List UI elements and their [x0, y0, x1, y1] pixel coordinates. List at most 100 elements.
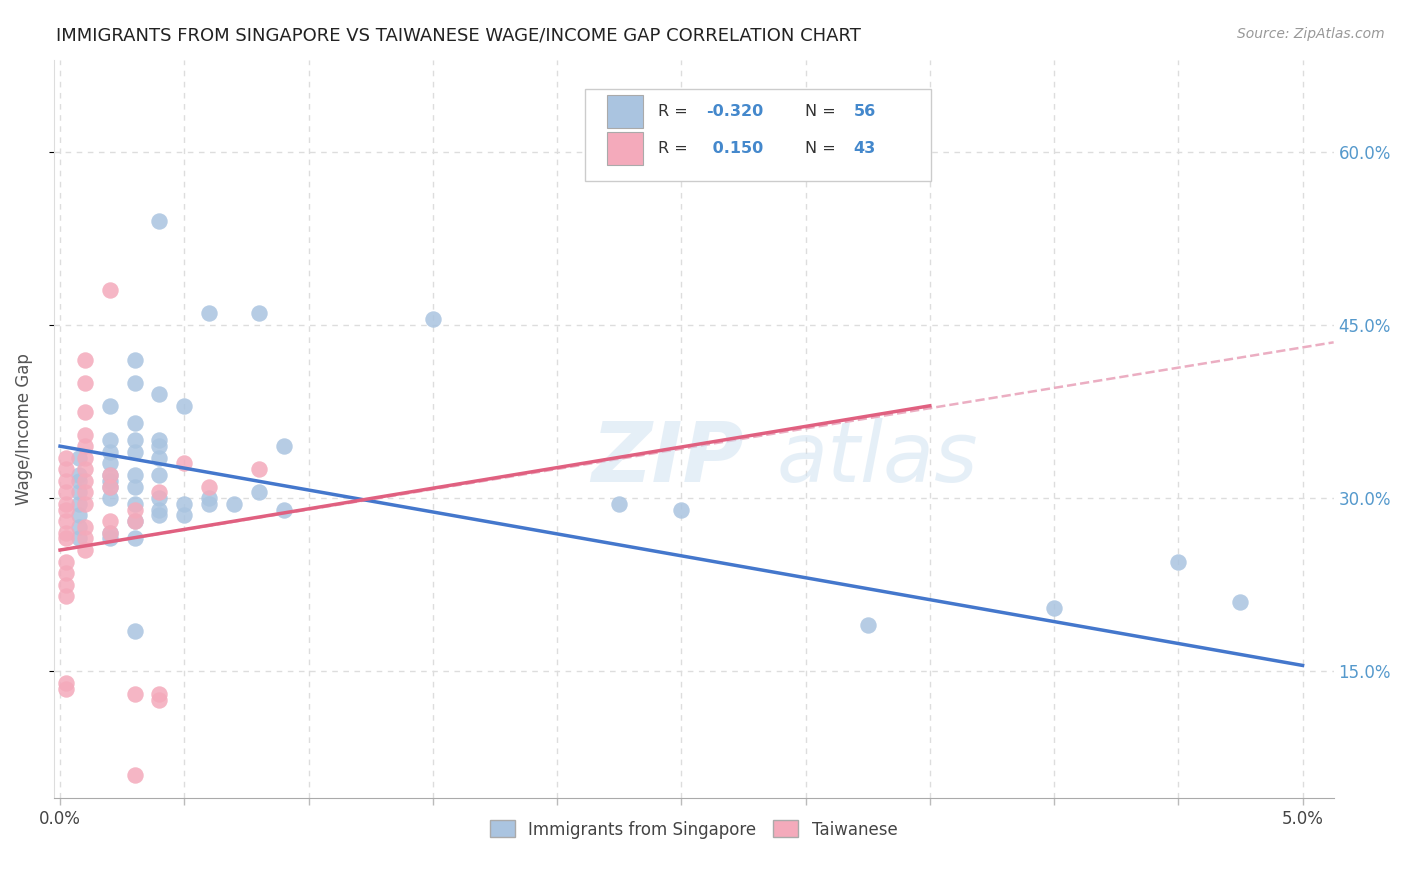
Point — [173, 497, 195, 511]
Point — [148, 502, 170, 516]
Point — [173, 508, 195, 523]
Text: 43: 43 — [853, 141, 876, 156]
Point — [148, 693, 170, 707]
Text: 56: 56 — [853, 103, 876, 119]
Point — [73, 543, 96, 558]
Point — [67, 497, 90, 511]
Point — [124, 532, 146, 546]
Text: N =: N = — [806, 141, 841, 156]
Y-axis label: Wage/Income Gap: Wage/Income Gap — [15, 353, 32, 505]
Point — [124, 352, 146, 367]
FancyBboxPatch shape — [585, 89, 931, 181]
Point — [67, 450, 90, 465]
Point — [73, 532, 96, 546]
Point — [247, 306, 270, 320]
Point — [55, 497, 77, 511]
Text: atlas: atlas — [778, 418, 979, 499]
Point — [222, 497, 245, 511]
Point — [55, 681, 77, 696]
Point — [148, 687, 170, 701]
Point — [124, 376, 146, 390]
Point — [73, 439, 96, 453]
Point — [67, 468, 90, 483]
Legend: Immigrants from Singapore, Taiwanese: Immigrants from Singapore, Taiwanese — [484, 814, 904, 846]
Point — [73, 450, 96, 465]
Point — [98, 468, 121, 483]
Point — [1167, 555, 1189, 569]
Point — [198, 497, 221, 511]
Point — [148, 485, 170, 500]
Point — [73, 462, 96, 476]
Point — [55, 474, 77, 488]
Point — [1229, 595, 1251, 609]
Text: N =: N = — [806, 103, 841, 119]
Point — [148, 214, 170, 228]
Point — [67, 485, 90, 500]
Point — [98, 532, 121, 546]
Point — [148, 434, 170, 448]
Point — [148, 439, 170, 453]
Point — [73, 497, 96, 511]
Point — [173, 399, 195, 413]
Point — [73, 352, 96, 367]
Point — [73, 485, 96, 500]
Point — [73, 404, 96, 418]
Text: Source: ZipAtlas.com: Source: ZipAtlas.com — [1237, 27, 1385, 41]
Point — [607, 497, 630, 511]
Point — [98, 525, 121, 540]
Point — [55, 462, 77, 476]
Point — [124, 497, 146, 511]
Point — [67, 520, 90, 534]
Point — [124, 468, 146, 483]
Point — [273, 502, 295, 516]
Point — [273, 439, 295, 453]
Point — [148, 508, 170, 523]
Text: R =: R = — [658, 103, 693, 119]
Point — [73, 520, 96, 534]
Point — [98, 468, 121, 483]
Point — [55, 566, 77, 581]
Text: IMMIGRANTS FROM SINGAPORE VS TAIWANESE WAGE/INCOME GAP CORRELATION CHART: IMMIGRANTS FROM SINGAPORE VS TAIWANESE W… — [56, 27, 860, 45]
Point — [55, 577, 77, 591]
Point — [98, 479, 121, 493]
Point — [98, 479, 121, 493]
Point — [98, 457, 121, 471]
Point — [55, 555, 77, 569]
Point — [55, 502, 77, 516]
Point — [73, 427, 96, 442]
Point — [1043, 600, 1066, 615]
Point — [55, 514, 77, 528]
Point — [124, 514, 146, 528]
Bar — [607, 95, 643, 128]
Point — [98, 525, 121, 540]
Point — [148, 491, 170, 505]
Point — [67, 508, 90, 523]
Point — [55, 589, 77, 603]
Point — [67, 474, 90, 488]
Point — [55, 450, 77, 465]
Point — [98, 445, 121, 459]
Point — [124, 479, 146, 493]
Point — [124, 434, 146, 448]
Point — [198, 491, 221, 505]
Point — [124, 502, 146, 516]
Point — [247, 462, 270, 476]
Text: ZIP: ZIP — [592, 418, 744, 499]
Point — [55, 532, 77, 546]
Point — [124, 624, 146, 638]
Bar — [607, 132, 643, 165]
Point — [55, 485, 77, 500]
Point — [148, 468, 170, 483]
Text: -0.320: -0.320 — [707, 103, 763, 119]
Point — [98, 399, 121, 413]
Point — [67, 532, 90, 546]
Point — [148, 387, 170, 401]
Text: R =: R = — [658, 141, 697, 156]
Point — [73, 474, 96, 488]
Point — [198, 479, 221, 493]
Point — [671, 502, 693, 516]
Point — [198, 306, 221, 320]
Point — [124, 514, 146, 528]
Point — [98, 491, 121, 505]
Point — [247, 485, 270, 500]
